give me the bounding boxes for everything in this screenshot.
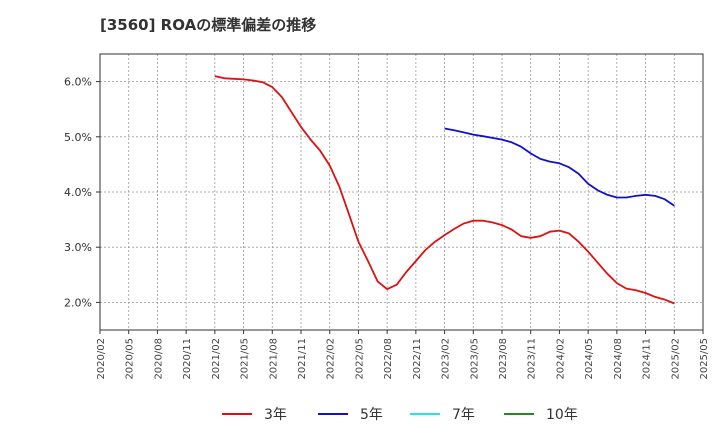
- legend-item-10年: 10年: [504, 407, 578, 423]
- y-tick-label: 5.0%: [64, 131, 92, 144]
- y-axis-ticks: 2.0% 3.0% 4.0% 5.0% 6.0%: [64, 76, 100, 309]
- grid-lines: [100, 54, 703, 330]
- y-tick-label: 3.0%: [64, 241, 92, 254]
- x-tick-label: 2025/05: [699, 338, 710, 380]
- x-tick-label: 2021/08: [268, 338, 279, 380]
- x-axis-ticks: 2020/02 2020/05 2020/08 2020/11 2021/02 2021/…: [96, 330, 710, 380]
- legend: 3年 5年 7年 10年: [222, 407, 578, 423]
- x-tick-label: 2020/08: [153, 338, 164, 380]
- x-tick-label: 2024/02: [555, 338, 566, 380]
- x-tick-label: 2023/05: [469, 338, 480, 380]
- x-tick-label: 2022/08: [383, 338, 394, 380]
- legend-item-7年: 7年: [410, 407, 475, 423]
- legend-label: 3年: [264, 407, 287, 423]
- y-tick-label: 2.0%: [64, 296, 92, 309]
- x-tick-label: 2022/05: [354, 338, 365, 380]
- y-tick-label: 6.0%: [64, 76, 92, 89]
- x-tick-label: 2021/05: [240, 338, 251, 380]
- legend-item-5年: 5年: [318, 407, 383, 423]
- series-line-5年: [444, 127, 675, 207]
- y-tick-label: 4.0%: [64, 186, 92, 199]
- x-tick-label: 2024/11: [642, 338, 653, 380]
- legend-label: 10年: [546, 407, 578, 423]
- series-lines: [214, 75, 675, 305]
- x-tick-label: 2023/02: [441, 338, 452, 380]
- x-tick-label: 2022/02: [326, 338, 337, 380]
- x-tick-label: 2024/08: [613, 338, 624, 380]
- x-tick-label: 2023/08: [498, 338, 509, 380]
- x-tick-label: 2023/11: [527, 338, 538, 380]
- legend-item-3年: 3年: [222, 407, 287, 423]
- x-tick-label: 2024/05: [584, 338, 595, 380]
- x-tick-label: 2025/02: [670, 338, 681, 380]
- legend-label: 5年: [360, 407, 383, 423]
- x-tick-label: 2021/02: [211, 338, 222, 380]
- x-tick-label: 2020/05: [125, 338, 136, 380]
- series-line-3年: [214, 75, 675, 305]
- chart-title: [3560] ROAの標準偏差の推移: [100, 16, 316, 34]
- x-tick-label: 2022/11: [412, 338, 423, 380]
- legend-label: 7年: [452, 407, 475, 423]
- x-tick-label: 2021/11: [297, 338, 308, 380]
- x-tick-label: 2020/11: [182, 338, 193, 380]
- x-tick-label: 2020/02: [96, 338, 107, 380]
